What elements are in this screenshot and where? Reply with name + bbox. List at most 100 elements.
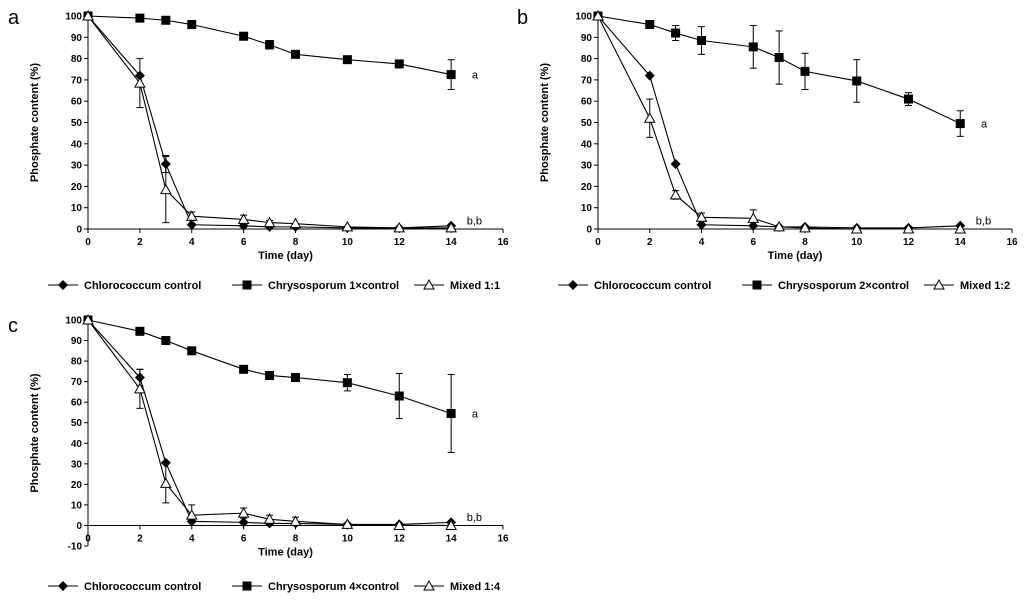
data-point-triangle bbox=[185, 509, 198, 520]
y-tick-label: 90 bbox=[71, 33, 83, 44]
data-point-triangle bbox=[695, 211, 708, 222]
x-tick-label: 2 bbox=[647, 237, 653, 248]
data-point-square bbox=[446, 70, 456, 80]
legend-label: Chlorococcum control bbox=[84, 581, 201, 593]
x-tick-label: 12 bbox=[394, 533, 406, 544]
data-point-triangle bbox=[445, 519, 457, 530]
y-tick-label: 80 bbox=[71, 357, 83, 368]
data-point-triangle bbox=[592, 9, 604, 21]
legend-marker-diamond bbox=[568, 280, 578, 290]
data-point-square bbox=[852, 76, 862, 86]
y-tick-label: 0 bbox=[76, 521, 82, 532]
data-point-square bbox=[239, 364, 249, 374]
data-point-square bbox=[265, 40, 275, 50]
y-tick-label: 60 bbox=[581, 97, 593, 108]
x-tick-label: 0 bbox=[85, 533, 91, 544]
series-square bbox=[83, 315, 456, 454]
data-point-square bbox=[394, 391, 404, 401]
data-point-triangle bbox=[263, 513, 276, 524]
legend-label: Chrysosporum 1×control bbox=[268, 280, 399, 292]
y-tick-label: 10 bbox=[71, 203, 83, 214]
x-tick-label: 8 bbox=[293, 533, 299, 544]
data-point-square bbox=[446, 408, 456, 418]
data-point-triangle bbox=[341, 220, 354, 232]
x-tick-label: 4 bbox=[189, 533, 195, 544]
series-line bbox=[597, 15, 961, 125]
legend-marker-triangle bbox=[423, 579, 435, 591]
significance-annotation: b,b bbox=[467, 215, 482, 227]
y-tick-label: 100 bbox=[65, 12, 82, 23]
data-point-square bbox=[645, 20, 655, 30]
legend-label: Chlorococcum control bbox=[84, 280, 201, 292]
series-square bbox=[593, 11, 965, 137]
data-point-diamond bbox=[644, 70, 655, 81]
legend-marker-square bbox=[752, 280, 762, 290]
significance-annotation: a bbox=[472, 70, 479, 82]
data-point-square bbox=[904, 94, 913, 104]
series-line bbox=[87, 15, 452, 229]
x-tick-label: 0 bbox=[85, 237, 91, 248]
data-point-square bbox=[187, 20, 197, 30]
x-tick-label: 6 bbox=[241, 533, 247, 544]
x-tick-label: 14 bbox=[446, 533, 458, 544]
data-point-diamond bbox=[186, 219, 197, 230]
y-tick-label: 40 bbox=[581, 139, 593, 150]
y-tick-label: 90 bbox=[71, 336, 83, 347]
y-tick-label: 100 bbox=[65, 316, 82, 327]
data-point-square bbox=[291, 49, 300, 59]
y-tick-label: 70 bbox=[71, 75, 83, 86]
data-point-square bbox=[135, 13, 145, 23]
data-point-triangle bbox=[341, 518, 354, 529]
x-tick-label: 10 bbox=[851, 237, 863, 248]
data-point-square bbox=[239, 31, 249, 41]
significance-annotation: a bbox=[981, 119, 988, 131]
data-point-square bbox=[800, 66, 810, 76]
data-point-square bbox=[161, 15, 171, 25]
data-point-diamond bbox=[238, 517, 249, 528]
x-axis-title: Time (day) bbox=[258, 546, 313, 558]
data-point-triangle bbox=[159, 477, 172, 488]
y-tick-label: 40 bbox=[71, 439, 83, 450]
y-tick-label: 50 bbox=[71, 418, 83, 429]
y-tick-label: 80 bbox=[581, 54, 593, 65]
data-point-triangle bbox=[393, 221, 406, 233]
x-tick-label: 12 bbox=[394, 237, 406, 248]
y-tick-label: 80 bbox=[71, 54, 83, 65]
y-tick-label: 60 bbox=[71, 398, 83, 409]
data-point-square bbox=[342, 378, 352, 388]
x-tick-label: 0 bbox=[595, 237, 601, 248]
legend-marker-triangle bbox=[933, 278, 945, 290]
data-point-square bbox=[697, 35, 706, 45]
data-point-triangle bbox=[289, 217, 302, 229]
legend-label: Chlorococcum control bbox=[594, 280, 711, 292]
panel-letter: a bbox=[8, 7, 20, 29]
data-point-square bbox=[161, 336, 171, 346]
data-point-triangle bbox=[850, 222, 863, 234]
y-tick-label: 20 bbox=[581, 182, 593, 193]
data-point-square bbox=[187, 346, 197, 356]
x-tick-label: 16 bbox=[497, 237, 509, 248]
data-point-diamond bbox=[670, 159, 681, 170]
data-point-triangle bbox=[954, 222, 967, 234]
y-tick-label: 30 bbox=[581, 161, 593, 172]
x-tick-label: 2 bbox=[137, 237, 143, 248]
data-point-triangle bbox=[747, 212, 760, 223]
y-tick-label: 90 bbox=[581, 33, 593, 44]
y-axis-title: Phosphate content (%) bbox=[539, 63, 551, 183]
y-axis-title: Phosphate content (%) bbox=[29, 63, 41, 183]
x-axis-title: Time (day) bbox=[258, 250, 313, 262]
data-point-triangle bbox=[159, 183, 172, 195]
data-point-square bbox=[748, 42, 758, 52]
y-tick-label: -10 bbox=[68, 542, 83, 553]
x-tick-label: 16 bbox=[1006, 237, 1018, 248]
series-line bbox=[87, 319, 452, 525]
data-point-triangle bbox=[902, 222, 915, 234]
legend-marker-diamond bbox=[58, 581, 68, 591]
chart-panel-b: b 0 10 20 30 40 50 60 70 80 90 100 0 2 4 6 8 10 12 14 16 Time… bbox=[517, 7, 1018, 292]
data-point-square bbox=[291, 373, 300, 383]
x-tick-label: 10 bbox=[342, 237, 354, 248]
series-line bbox=[87, 319, 452, 415]
data-point-square bbox=[342, 55, 352, 65]
series-triangle bbox=[82, 313, 457, 530]
x-tick-label: 4 bbox=[699, 237, 705, 248]
